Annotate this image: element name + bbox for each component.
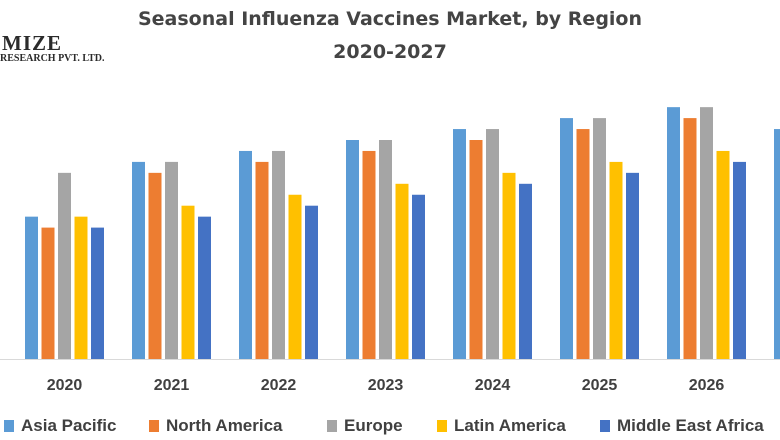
chart-title: Seasonal Influenza Vaccines Market, by R… [137, 8, 643, 30]
bar-asia-pacific-2026 [667, 107, 680, 360]
bar-middle-east-africa-2022 [305, 205, 318, 359]
bar-north-america-2022 [255, 161, 269, 359]
company-logo: MIZE RESEARCH PVT. LTD. [0, 31, 105, 66]
bar-asia-pacific-2024 [453, 129, 466, 359]
bar-north-america-2020 [41, 227, 55, 359]
bar-middle-east-africa-2023 [412, 194, 425, 359]
legend-label: Latin America [454, 416, 566, 435]
legend-swatch [327, 420, 337, 432]
legend-label: Europe [344, 416, 403, 435]
x-tick-label: 2023 [368, 377, 404, 394]
bar-asia-pacific-2025 [560, 118, 573, 359]
legend-item: Middle East Africa [600, 414, 764, 438]
legend-swatch [437, 420, 447, 432]
bar-middle-east-africa-2021 [198, 216, 211, 359]
bar-latin-america-2020 [74, 216, 88, 359]
bar-north-america-2024 [469, 140, 483, 359]
logo-line1: MIZE [2, 31, 63, 55]
legend-item: Europe [327, 414, 403, 438]
bar-north-america-2021 [148, 172, 162, 359]
x-tick-label: 2020 [47, 377, 83, 394]
bar-latin-america-2022 [288, 194, 302, 359]
legend-swatch [600, 420, 610, 432]
x-tick-label: 2025 [582, 377, 618, 394]
bar-latin-america-2025 [609, 161, 623, 359]
bar-asia-pacific-2021 [132, 161, 145, 359]
bar-middle-east-africa-2025 [626, 172, 639, 359]
legend-label: North America [166, 416, 283, 435]
bar-north-america-2023 [362, 150, 376, 359]
chart-legend: Asia Pacific North America Europe Latin Ame… [0, 414, 780, 438]
bar-europe-2023 [379, 140, 392, 359]
bar-latin-america-2021 [181, 205, 195, 359]
legend-label: Asia Pacific [21, 416, 117, 435]
legend-swatch [4, 420, 14, 432]
bar-europe-2025 [593, 118, 606, 359]
legend-item: North America [149, 414, 283, 438]
bar-europe-2024 [486, 129, 499, 359]
bar-asia-pacific-2027 [774, 129, 780, 359]
bar-middle-east-africa-2024 [519, 183, 532, 359]
bar-europe-2022 [272, 150, 285, 359]
bar-europe-2026 [700, 107, 713, 360]
bar-middle-east-africa-2026 [733, 161, 746, 359]
x-tick-label: 2022 [261, 377, 297, 394]
legend-label: Middle East Africa [617, 416, 764, 435]
logo-line2: RESEARCH PVT. LTD. [0, 53, 105, 64]
bar-north-america-2025 [576, 129, 590, 359]
bar-europe-2021 [165, 161, 178, 359]
legend-item: Asia Pacific [4, 414, 116, 438]
bar-asia-pacific-2022 [239, 150, 252, 359]
bar-middle-east-africa-2020 [91, 227, 104, 359]
bar-latin-america-2024 [502, 172, 516, 359]
x-tick-label: 2026 [689, 377, 725, 394]
chart-subtitle: 2020-2027 [333, 41, 447, 63]
bar-asia-pacific-2020 [25, 216, 38, 359]
legend-swatch [149, 420, 159, 432]
bar-north-america-2026 [683, 118, 697, 359]
bar-europe-2020 [58, 172, 71, 359]
bar-latin-america-2023 [395, 183, 409, 359]
x-tick-label: 2024 [475, 377, 511, 394]
legend-item: Latin America [437, 414, 566, 438]
bar-latin-america-2026 [716, 150, 730, 359]
bar-asia-pacific-2023 [346, 140, 359, 359]
x-tick-label: 2021 [154, 377, 190, 394]
